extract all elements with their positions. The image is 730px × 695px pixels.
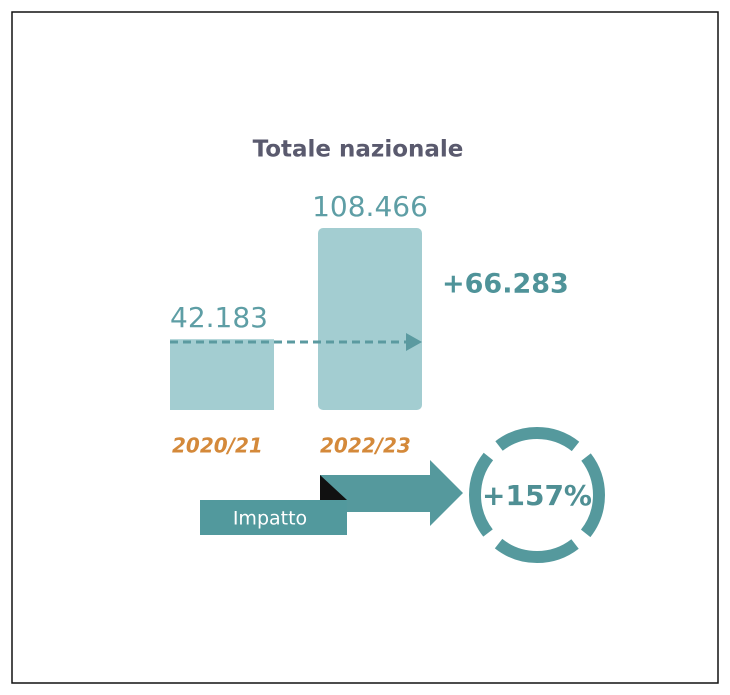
category-label: 2022/23 (320, 434, 411, 458)
impact-value: +157% (482, 479, 592, 512)
fold (320, 475, 347, 500)
chart-title: Totale nazionale (253, 137, 464, 163)
impact-label: Impatto (233, 508, 307, 530)
bars (170, 228, 422, 410)
value-label: 108.466 (312, 190, 428, 223)
impact-arrow (320, 460, 463, 526)
bar (170, 339, 274, 410)
impact-box (200, 500, 347, 535)
value-label: 42.183 (170, 301, 268, 334)
bar (318, 228, 422, 410)
difference: +66.283 (442, 269, 569, 300)
ring (469, 427, 605, 563)
category-label: 2020/21 (172, 434, 263, 458)
arrow-head (406, 333, 422, 351)
